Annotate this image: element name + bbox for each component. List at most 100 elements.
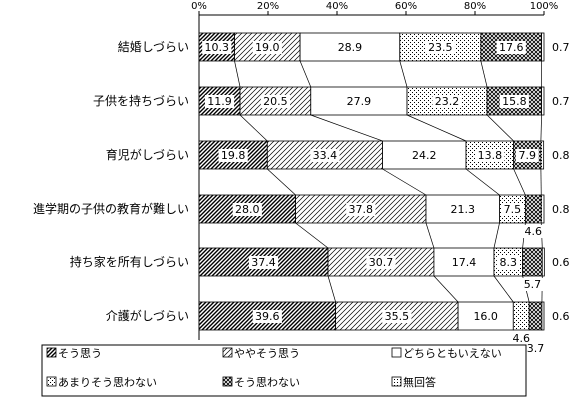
data-label: 0.8 bbox=[552, 203, 570, 216]
data-label: 28.9 bbox=[338, 41, 363, 54]
bar-segment bbox=[541, 247, 545, 277]
data-label: 20.5 bbox=[263, 95, 288, 108]
legend-swatch bbox=[391, 347, 402, 358]
data-label-bg bbox=[202, 41, 232, 54]
data-label: 16.0 bbox=[473, 310, 498, 323]
legend-label: そう思う bbox=[58, 347, 102, 360]
bar-segment bbox=[512, 301, 530, 331]
x-tick-label: 40% bbox=[326, 1, 348, 12]
data-label-bg bbox=[252, 310, 282, 323]
connector-line bbox=[382, 168, 427, 196]
data-label: 37.4 bbox=[251, 256, 276, 269]
connector-line bbox=[239, 114, 268, 142]
connector-line bbox=[299, 60, 312, 88]
connector-line bbox=[267, 168, 296, 196]
legend-swatch bbox=[46, 376, 57, 387]
data-label-bg bbox=[232, 203, 262, 216]
connector-line bbox=[480, 60, 488, 88]
legend-label: あまりそう思わない bbox=[58, 376, 157, 389]
data-label: 0.6 bbox=[552, 310, 570, 323]
x-tick-label: 20% bbox=[257, 1, 279, 12]
bar-segment bbox=[528, 301, 543, 331]
x-axis-ticks: 0% 20% 40% 60% 80% 100% bbox=[191, 1, 558, 340]
data-label: 11.9 bbox=[207, 95, 232, 108]
connector-line bbox=[425, 222, 435, 249]
data-label-bg bbox=[432, 95, 462, 108]
data-label-bg bbox=[252, 41, 282, 54]
connector-line bbox=[295, 222, 329, 249]
bar-segment bbox=[540, 194, 545, 224]
data-labels: 10.3 19.0 28.9 23.5 17.6 0.7 11.9 20.5 27.9 23.2 1… bbox=[202, 41, 570, 355]
connector-line bbox=[513, 168, 526, 196]
data-label-bg bbox=[310, 149, 340, 162]
bar-segment bbox=[524, 194, 542, 224]
bars bbox=[198, 32, 545, 331]
data-label: 24.2 bbox=[412, 149, 437, 162]
bar-segment bbox=[198, 301, 337, 331]
data-label: 3.7 bbox=[527, 342, 545, 355]
data-label-bg bbox=[499, 95, 529, 108]
category-label: 進学期の子供の教育が難しい bbox=[33, 201, 189, 216]
data-label: 33.4 bbox=[313, 149, 338, 162]
data-label: 37.8 bbox=[349, 203, 374, 216]
legend-swatch bbox=[391, 376, 402, 387]
connector-line bbox=[540, 114, 542, 142]
data-label-bg bbox=[409, 149, 439, 162]
data-label: 30.7 bbox=[369, 256, 394, 269]
data-label-bg bbox=[520, 278, 544, 291]
data-label: 17.4 bbox=[452, 256, 477, 269]
data-label-bg bbox=[344, 95, 374, 108]
connector-line bbox=[399, 60, 408, 88]
category-label: 結婚しづらい bbox=[118, 40, 189, 54]
x-tick-label: 0% bbox=[191, 1, 207, 12]
data-label-bg bbox=[496, 256, 520, 269]
legend-label: どちらともいえない bbox=[403, 347, 502, 360]
bar-segment bbox=[541, 86, 545, 116]
data-label-bg bbox=[521, 225, 545, 238]
legend-label: 無回答 bbox=[403, 375, 436, 389]
data-label: 17.6 bbox=[499, 41, 524, 54]
data-label: 0.6 bbox=[552, 256, 570, 269]
legend-label: そう思わない bbox=[234, 376, 300, 389]
connector-line bbox=[234, 60, 241, 88]
x-tick-label: 100% bbox=[530, 1, 559, 12]
data-label-bg bbox=[346, 203, 376, 216]
data-label-bg bbox=[260, 95, 291, 108]
data-label: 27.9 bbox=[347, 95, 372, 108]
data-label: 0.7 bbox=[552, 41, 570, 54]
data-label: 35.5 bbox=[385, 310, 410, 323]
category-label: 子供を持ちづらい bbox=[93, 93, 189, 108]
data-label-bg bbox=[449, 256, 479, 269]
data-label: 23.5 bbox=[428, 41, 453, 54]
data-label: 0.7 bbox=[552, 95, 570, 108]
data-label: 19.0 bbox=[255, 41, 280, 54]
data-label: 23.2 bbox=[435, 95, 460, 108]
bar-segment bbox=[541, 32, 545, 62]
category-label: 介護がしづらい bbox=[106, 308, 189, 323]
connector-line bbox=[486, 114, 514, 142]
connector-line bbox=[433, 275, 459, 303]
legend-swatch bbox=[222, 347, 233, 358]
data-label-bg bbox=[248, 256, 279, 269]
data-label: 4.6 bbox=[525, 225, 543, 238]
data-label-bg bbox=[366, 256, 396, 269]
bar-segment bbox=[522, 247, 543, 277]
data-label: 5.7 bbox=[524, 278, 542, 291]
data-label: 7.5 bbox=[504, 203, 522, 216]
data-label: 28.0 bbox=[235, 203, 260, 216]
data-label-bg bbox=[448, 203, 478, 216]
data-label-bg bbox=[515, 149, 539, 162]
data-label-bg bbox=[475, 149, 505, 162]
data-label-bg bbox=[496, 41, 526, 54]
data-label-bg bbox=[204, 95, 235, 108]
connector-line bbox=[493, 222, 500, 249]
data-label-bg bbox=[425, 41, 455, 54]
legend-swatch bbox=[46, 347, 57, 358]
legend-box bbox=[41, 344, 527, 397]
data-label: 15.8 bbox=[502, 95, 527, 108]
data-label-bg bbox=[382, 310, 412, 323]
category-label: 育児がしづらい bbox=[106, 147, 189, 162]
category-labels: 結婚しづらい子供を持ちづらい育児がしづらい進学期の子供の教育が難しい持ち家を所有… bbox=[33, 40, 189, 323]
data-label: 19.8 bbox=[221, 149, 246, 162]
